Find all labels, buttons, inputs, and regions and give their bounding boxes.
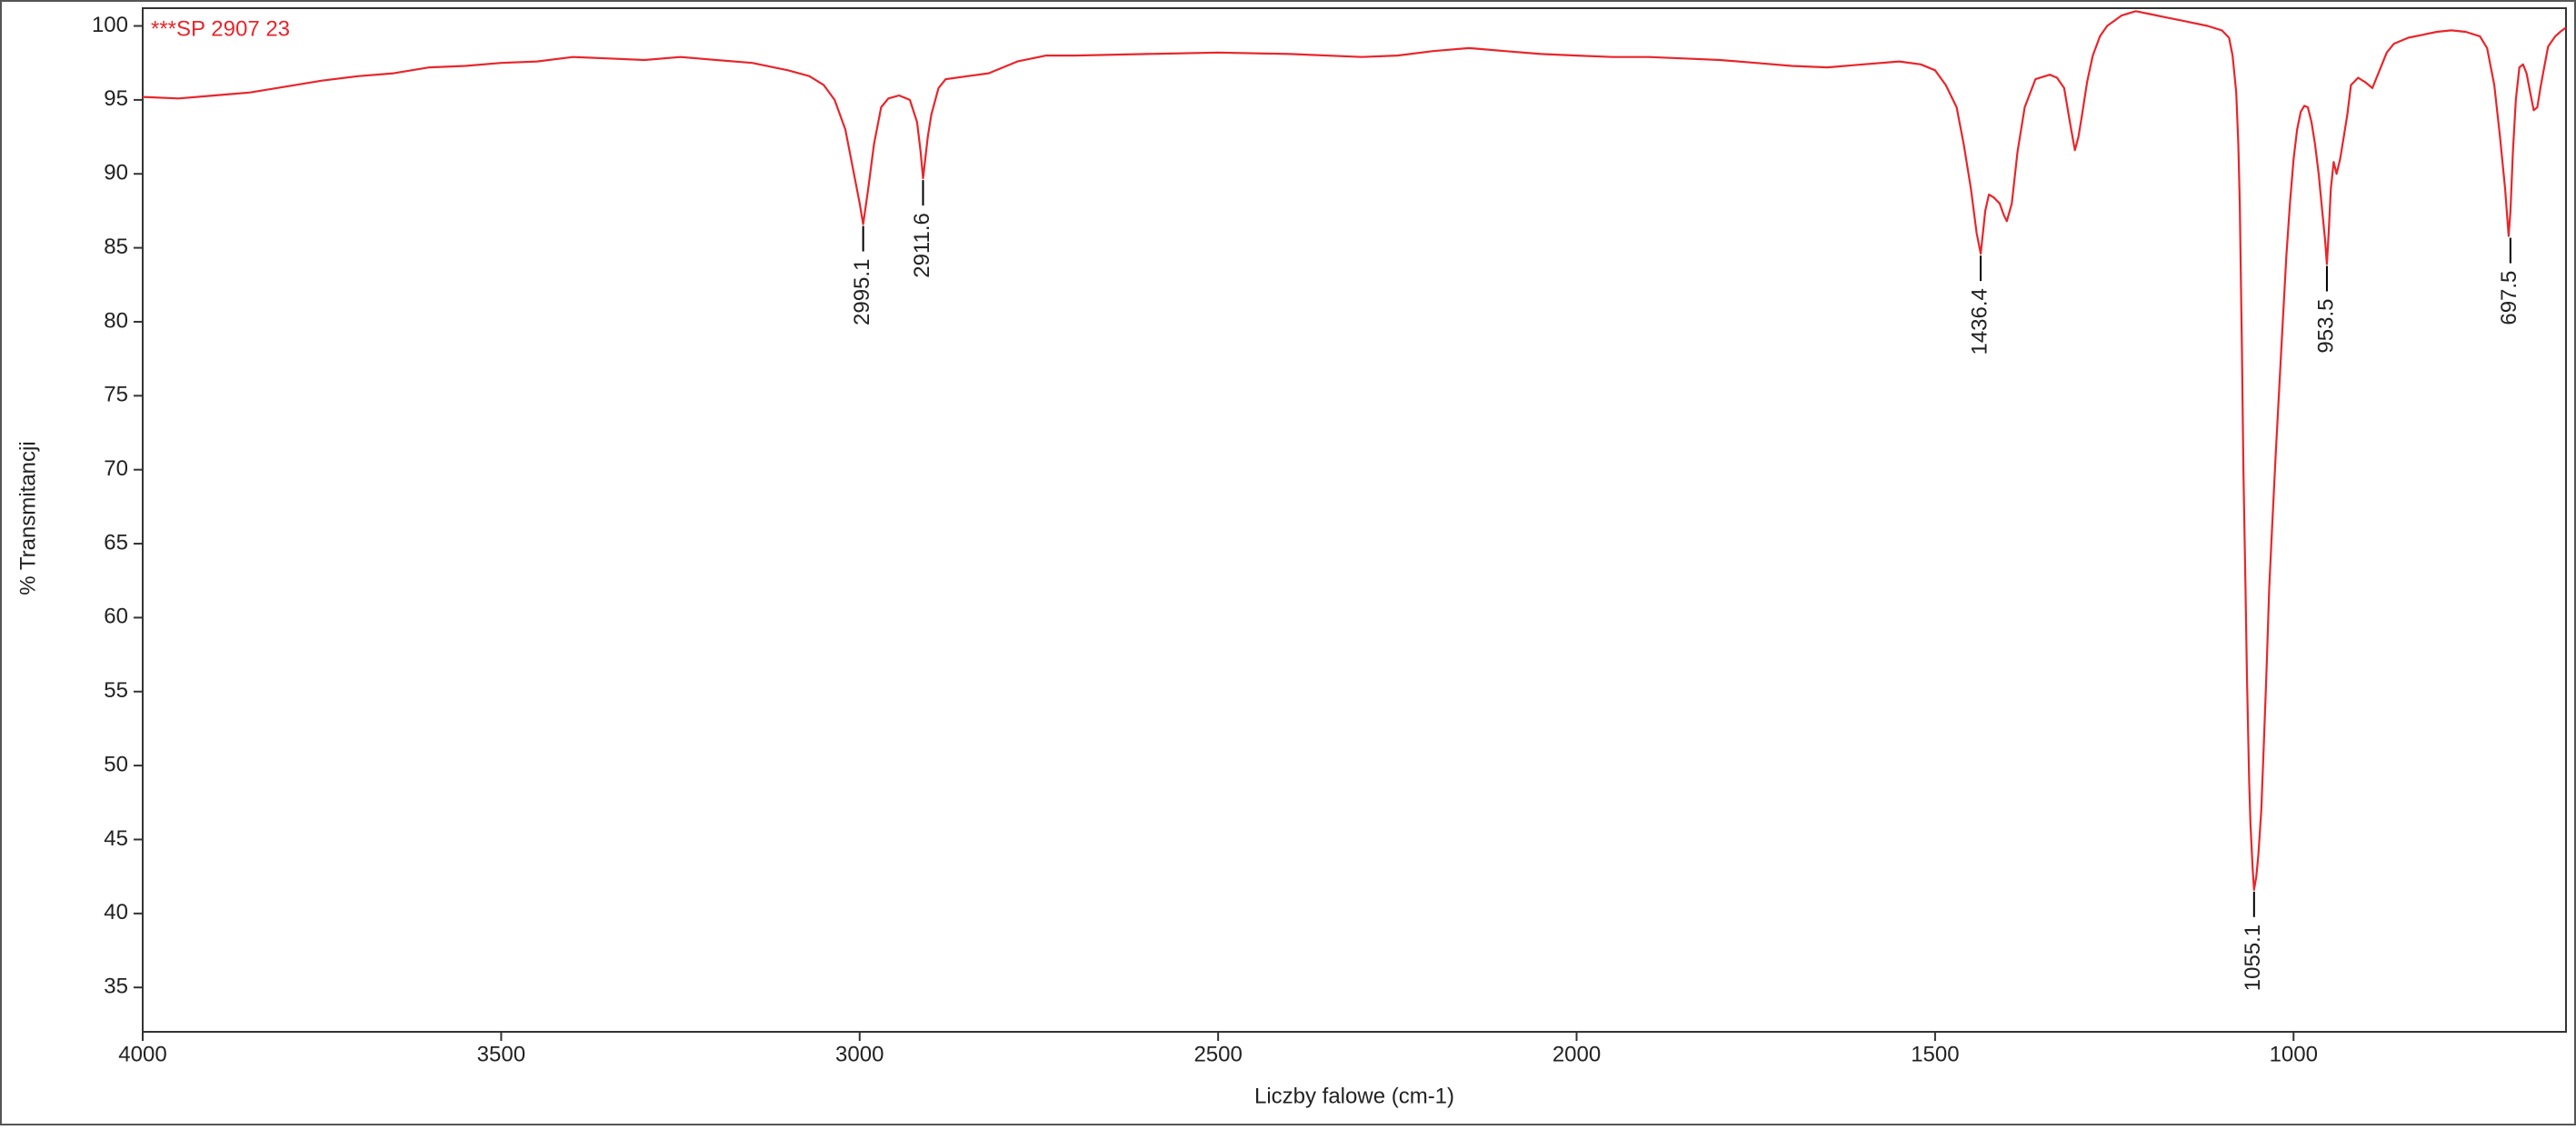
x-tick-label: 3000	[835, 1042, 884, 1066]
x-tick-label: 2500	[1193, 1042, 1242, 1066]
x-axis-label: Liczby falowe (cm-1)	[1254, 1084, 1454, 1108]
x-tick-label: 1500	[1911, 1042, 1959, 1066]
plot-area	[142, 7, 2567, 1033]
peak-label: 697.5	[2497, 271, 2521, 325]
x-tick-label: 4000	[118, 1042, 166, 1066]
y-tick-label: 50	[104, 752, 128, 776]
y-tick-label: 85	[104, 235, 128, 259]
y-tick-label: 55	[104, 678, 128, 703]
y-tick-label: 35	[104, 975, 128, 999]
peak-label: 1436.4	[1967, 288, 1992, 355]
y-tick-label: 90	[104, 161, 128, 185]
x-tick-label: 2000	[1553, 1042, 1601, 1066]
peak-label: 953.5	[2313, 299, 2338, 354]
series-label: ***SP 2907 23	[151, 16, 290, 41]
y-tick-label: 65	[104, 530, 128, 555]
y-tick-label: 45	[104, 826, 128, 851]
x-tick-label: 1000	[2270, 1042, 2318, 1066]
y-tick-label: 80	[104, 308, 128, 333]
y-tick-label: 70	[104, 456, 128, 481]
y-tick-label: 40	[104, 900, 128, 925]
peak-label: 2995.1	[850, 259, 874, 325]
peak-label: 2911.6	[910, 213, 934, 278]
spectrum-line	[142, 10, 2567, 891]
y-tick-label: 100	[92, 13, 128, 37]
y-tick-label: 95	[104, 86, 128, 111]
y-tick-label: 60	[104, 605, 128, 629]
y-axis-label: % Transmitancji	[15, 441, 40, 595]
x-tick-label: 3500	[477, 1042, 525, 1066]
y-tick-label: 75	[104, 383, 128, 407]
peak-label: 1055.1	[2241, 925, 2265, 991]
